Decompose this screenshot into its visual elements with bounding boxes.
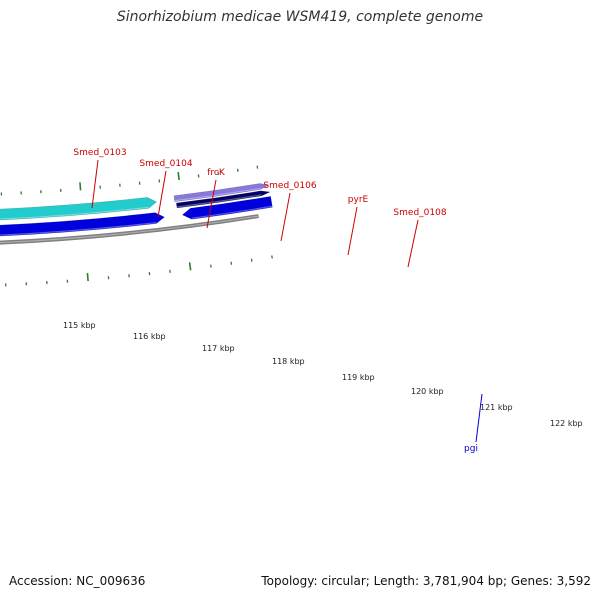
scale-label: 122 kbp bbox=[550, 419, 583, 428]
scale-label: 119 kbp bbox=[342, 373, 375, 382]
gene-arrow-navy-shine bbox=[176, 194, 262, 208]
gene-label: Smed_0108 bbox=[393, 208, 446, 218]
gene-label: Smed_0106 bbox=[263, 181, 316, 191]
gene-label-leader bbox=[157, 170, 167, 218]
backbone-layer bbox=[0, 214, 259, 245]
scale-label: 117 kbp bbox=[202, 344, 235, 353]
label-layer: Smed_0103 Smed_0104 frcK Smed_0106 pyrE Smed_… bbox=[73, 148, 483, 454]
tick-layer: 115 kbp 116 kbp 117 kbp 118 kbp 119 kbp 120 k… bbox=[0, 165, 583, 428]
scale-label: 116 kbp bbox=[133, 332, 166, 341]
gene-label: pgi bbox=[464, 444, 478, 454]
scale-label: 121 kbp bbox=[480, 403, 513, 412]
inner-scale-tick bbox=[79, 182, 82, 191]
gene-label-leader bbox=[475, 393, 483, 443]
gene-label-leader bbox=[280, 192, 291, 242]
gene-label-leader bbox=[206, 179, 217, 229]
genome-summary: Topology: circular; Length: 3,781,904 bp… bbox=[261, 574, 591, 588]
outer-scale-tick bbox=[188, 262, 192, 271]
gene-arrow-blue-shine bbox=[0, 221, 157, 236]
gene-arrow-blue-2 bbox=[181, 196, 273, 220]
gene-arrow-navy bbox=[176, 190, 271, 209]
gene-label-leader bbox=[91, 159, 99, 209]
inner-scale-tick bbox=[177, 171, 180, 181]
scale-label: 120 kbp bbox=[411, 387, 444, 396]
gene-arrow-lavender-shine bbox=[174, 187, 261, 202]
gene-arrow-lavender bbox=[173, 183, 270, 203]
gene-label-leader bbox=[347, 206, 358, 256]
backbone-highlight bbox=[0, 215, 259, 244]
gene-arrow-pgi-shine bbox=[0, 206, 149, 220]
gene-label: frcK bbox=[207, 168, 226, 178]
gene-label: Smed_0103 bbox=[73, 148, 126, 158]
gene-arrow-blue bbox=[0, 212, 165, 237]
gene-arrow-pgi bbox=[0, 197, 158, 221]
scale-label: 115 kbp bbox=[63, 321, 96, 330]
outer-scale-tick bbox=[86, 272, 89, 282]
gene-layer bbox=[0, 183, 273, 237]
gene-arrow-blue-2-shine bbox=[191, 205, 273, 219]
map-title: Sinorhizobium medicae WSM419, complete g… bbox=[116, 9, 484, 25]
gene-label: Smed_0104 bbox=[139, 159, 192, 169]
gene-label: pyrE bbox=[348, 195, 369, 205]
scale-label: 118 kbp bbox=[272, 357, 305, 366]
accession-text: Accession: NC_009636 bbox=[9, 574, 146, 588]
gene-label-leader bbox=[407, 219, 419, 268]
